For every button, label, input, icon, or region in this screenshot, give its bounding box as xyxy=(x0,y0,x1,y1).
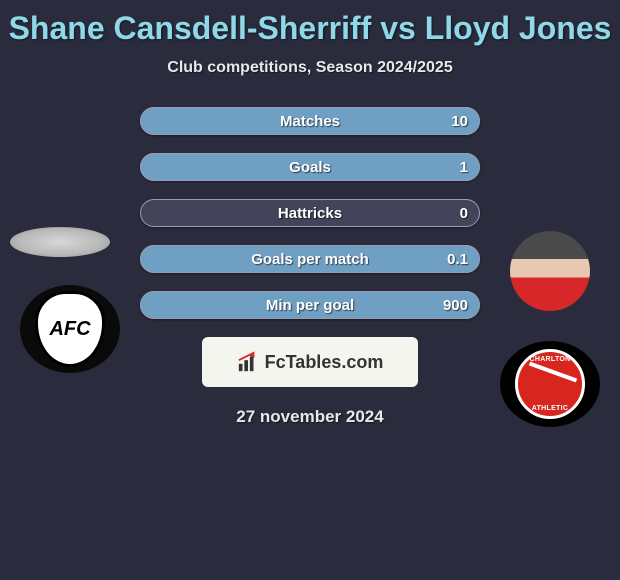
club-right-top: CHARLTON xyxy=(529,356,570,363)
stat-label: Goals xyxy=(140,153,480,181)
player-left-avatar xyxy=(10,227,110,257)
page-title: Shane Cansdell-Sherriff vs Lloyd Jones xyxy=(0,10,620,47)
stat-label: Min per goal xyxy=(140,291,480,319)
stat-row: Goals per match0.1 xyxy=(140,245,480,273)
stat-row: Min per goal900 xyxy=(140,291,480,319)
sword-icon xyxy=(529,362,577,383)
club-left-text: AFC xyxy=(49,318,90,341)
stat-label: Matches xyxy=(140,107,480,135)
stat-label: Goals per match xyxy=(140,245,480,273)
stat-label: Hattricks xyxy=(140,199,480,227)
chart-icon xyxy=(237,351,259,373)
stat-right-value: 0.1 xyxy=(447,245,468,273)
player-right-avatar xyxy=(510,231,590,311)
stat-right-value: 0 xyxy=(460,199,468,227)
stat-row: Hattricks0 xyxy=(140,199,480,227)
club-right-bottom: ATHLETIC xyxy=(532,405,569,412)
watermark-text: FcTables.com xyxy=(265,352,384,373)
stat-row: Goals1 xyxy=(140,153,480,181)
stat-row: Matches10 xyxy=(140,107,480,135)
page-subtitle: Club competitions, Season 2024/2025 xyxy=(0,59,620,77)
watermark: FcTables.com xyxy=(202,337,418,387)
stat-right-value: 10 xyxy=(451,107,468,135)
club-left-badge: AFC xyxy=(20,285,120,373)
stat-right-value: 1 xyxy=(460,153,468,181)
stats-area: AFC CHARLTON ATHLETIC Matches10Goals1Hat… xyxy=(0,107,620,319)
club-right-badge: CHARLTON ATHLETIC xyxy=(500,341,600,427)
stat-right-value: 900 xyxy=(443,291,468,319)
